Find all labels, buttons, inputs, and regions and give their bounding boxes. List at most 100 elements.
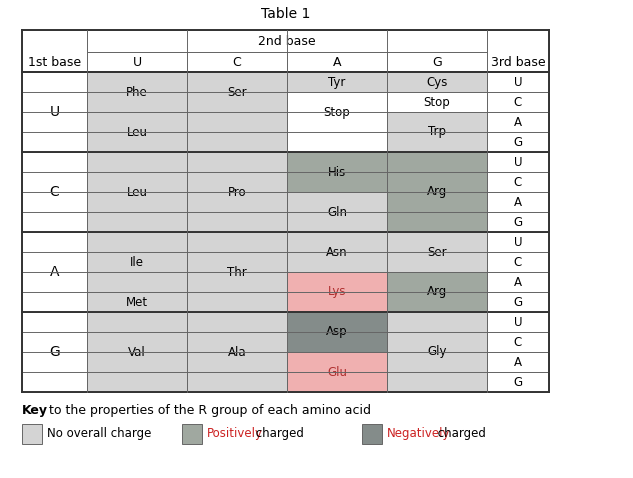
Bar	[487, 132, 549, 152]
Bar	[287, 192, 387, 232]
Text: Positively: Positively	[207, 427, 263, 441]
Text: U: U	[514, 155, 522, 169]
Bar	[22, 424, 42, 444]
Text: G: G	[432, 55, 442, 68]
Text: C: C	[232, 55, 241, 68]
Bar	[487, 30, 549, 72]
Text: A: A	[514, 116, 522, 129]
Bar	[187, 232, 287, 312]
Bar	[182, 424, 202, 444]
Text: charged: charged	[434, 427, 486, 441]
Text: No overall charge: No overall charge	[47, 427, 151, 441]
Bar	[87, 232, 187, 292]
Bar	[22, 30, 87, 72]
Text: C: C	[514, 336, 522, 348]
Bar	[87, 30, 487, 52]
Bar	[487, 172, 549, 192]
Bar	[387, 52, 487, 72]
Bar	[22, 152, 87, 232]
Text: U: U	[132, 55, 142, 68]
Text: Met: Met	[126, 295, 148, 308]
Text: C: C	[514, 175, 522, 188]
Text: Thr: Thr	[227, 265, 247, 279]
Text: A: A	[50, 265, 60, 279]
Text: C: C	[514, 96, 522, 109]
Bar	[487, 112, 549, 132]
Bar	[287, 52, 387, 72]
Text: Pro: Pro	[228, 185, 246, 198]
Text: G: G	[513, 216, 523, 228]
Text: G: G	[513, 376, 523, 389]
Text: Val: Val	[128, 346, 146, 358]
Text: G: G	[49, 345, 60, 359]
Bar	[487, 72, 549, 92]
Bar	[287, 152, 387, 192]
Bar	[187, 312, 287, 392]
Text: A: A	[333, 55, 341, 68]
Text: C: C	[49, 185, 60, 199]
Bar	[187, 152, 287, 232]
Bar	[87, 292, 187, 312]
Bar	[487, 232, 549, 252]
Bar	[22, 312, 87, 392]
Bar	[487, 92, 549, 112]
Text: Cys: Cys	[426, 76, 448, 88]
Bar	[87, 312, 187, 392]
Text: A: A	[514, 356, 522, 369]
Text: His: His	[328, 165, 346, 178]
Text: Negatively: Negatively	[387, 427, 451, 441]
Text: 1st base: 1st base	[28, 55, 81, 68]
Text: Ile: Ile	[130, 256, 144, 269]
Bar	[487, 332, 549, 352]
Bar	[287, 72, 387, 92]
Bar	[487, 372, 549, 392]
Text: A: A	[514, 196, 522, 208]
Bar	[287, 92, 387, 152]
Bar	[387, 232, 487, 272]
Bar	[387, 272, 487, 312]
Bar	[487, 352, 549, 372]
Text: Glu: Glu	[327, 366, 347, 379]
Text: Gln: Gln	[327, 206, 347, 218]
Text: G: G	[513, 295, 523, 308]
Bar	[387, 152, 487, 232]
Bar	[287, 272, 387, 312]
Bar	[287, 352, 387, 392]
Text: Lys: Lys	[328, 285, 346, 298]
Bar	[487, 252, 549, 272]
Bar	[487, 312, 549, 332]
Text: Asp: Asp	[326, 326, 348, 338]
Bar	[87, 112, 187, 152]
Text: Ser: Ser	[427, 246, 447, 259]
Text: 2nd base: 2nd base	[258, 34, 316, 47]
Bar	[87, 152, 187, 232]
Text: Table 1: Table 1	[261, 7, 310, 21]
Text: U: U	[49, 105, 60, 119]
Text: Gly: Gly	[427, 346, 447, 358]
Bar	[487, 272, 549, 292]
Text: Stop: Stop	[323, 106, 351, 119]
Bar	[87, 52, 187, 72]
Bar	[387, 312, 487, 392]
Text: C: C	[514, 256, 522, 269]
Text: charged: charged	[252, 427, 304, 441]
Text: Stop: Stop	[423, 96, 450, 109]
Text: G: G	[513, 135, 523, 149]
Bar	[187, 72, 287, 152]
Text: Key: Key	[22, 404, 48, 417]
Bar	[487, 192, 549, 212]
Text: Leu: Leu	[127, 126, 147, 139]
Text: Ser: Ser	[227, 86, 247, 98]
Text: Arg: Arg	[427, 285, 447, 298]
Text: Ala: Ala	[228, 346, 246, 358]
Bar	[387, 92, 487, 112]
Text: Trp: Trp	[428, 126, 446, 139]
Bar	[22, 72, 87, 152]
Text: Arg: Arg	[427, 185, 447, 198]
Bar	[487, 292, 549, 312]
Bar	[187, 52, 287, 72]
Bar	[87, 72, 187, 112]
Text: A: A	[514, 275, 522, 289]
Text: Tyr: Tyr	[329, 76, 346, 88]
Bar	[362, 424, 382, 444]
